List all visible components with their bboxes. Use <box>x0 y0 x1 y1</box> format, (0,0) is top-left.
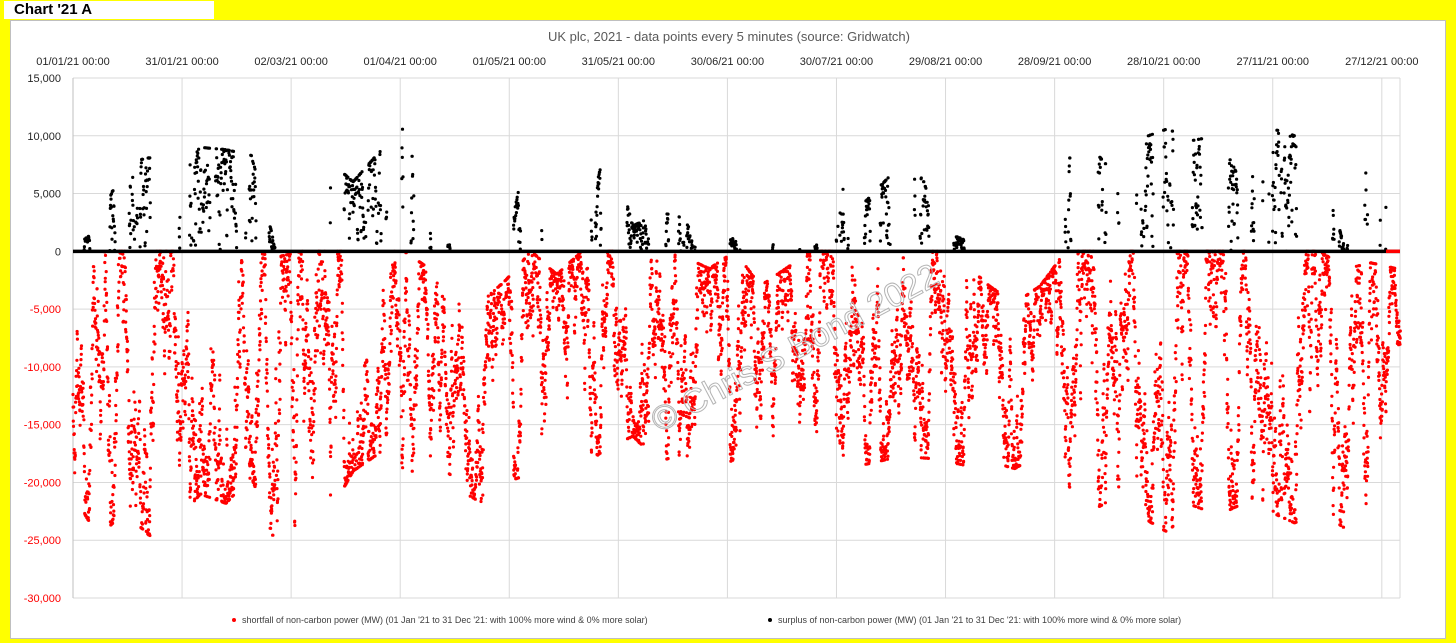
chart-frame: UK plc, 2021 - data points every 5 minut… <box>10 20 1446 639</box>
y-tick-label: 15,000 <box>27 73 61 85</box>
y-tick-label: -10,000 <box>24 362 61 374</box>
legend-marker-surplus <box>768 618 772 622</box>
x-tick-label: 02/03/21 00:00 <box>254 56 327 68</box>
x-tick-label: 31/01/21 00:00 <box>145 56 218 68</box>
chart-title: UK plc, 2021 - data points every 5 minut… <box>548 29 910 44</box>
legend-label-surplus: surplus of non-carbon power (MW) (01 Jan… <box>778 615 1181 625</box>
x-tick-label: 30/07/21 00:00 <box>800 56 873 68</box>
legend: shortfall of non-carbon power (MW) (01 J… <box>232 615 1181 625</box>
series-surplus-points <box>82 127 1388 253</box>
x-tick-label: 31/05/21 00:00 <box>582 56 655 68</box>
y-tick-label: -15,000 <box>24 420 61 432</box>
y-tick-label: -20,000 <box>24 477 61 489</box>
y-tick-label: 5,000 <box>33 189 61 201</box>
x-tick-label: 01/01/21 00:00 <box>36 56 109 68</box>
series-shortfall-points <box>71 249 1402 538</box>
y-tick-label: -30,000 <box>24 593 61 605</box>
x-tick-label: 30/06/21 00:00 <box>691 56 764 68</box>
axis-layer: 15,000 10,000 5,000 0 -5,000 -10,000 -15,000 -2… <box>24 56 1419 605</box>
x-tick-label: 29/08/21 00:00 <box>909 56 982 68</box>
x-tick-label: 28/09/21 00:00 <box>1018 56 1091 68</box>
chart-canvas: UK plc, 2021 - data points every 5 minut… <box>24 29 1419 625</box>
x-tick-label: 01/05/21 00:00 <box>473 56 546 68</box>
y-tick-label: -5,000 <box>30 304 61 316</box>
legend-marker-shortfall <box>232 618 236 622</box>
x-tick-label: 27/11/21 00:00 <box>1236 56 1309 68</box>
grid-layer <box>72 77 1401 599</box>
y-tick-label: 10,000 <box>27 131 61 143</box>
y-tick-label: -25,000 <box>24 535 61 547</box>
x-tick-label: 28/10/21 00:00 <box>1127 56 1200 68</box>
x-tick-label: 01/04/21 00:00 <box>364 56 437 68</box>
legend-label-shortfall: shortfall of non-carbon power (MW) (01 J… <box>242 615 648 625</box>
x-tick-label: 27/12/21 00:00 <box>1345 56 1418 68</box>
points-layer <box>71 127 1402 538</box>
page-label: Chart '21 A <box>4 1 214 19</box>
y-tick-label: 0 <box>55 246 61 258</box>
